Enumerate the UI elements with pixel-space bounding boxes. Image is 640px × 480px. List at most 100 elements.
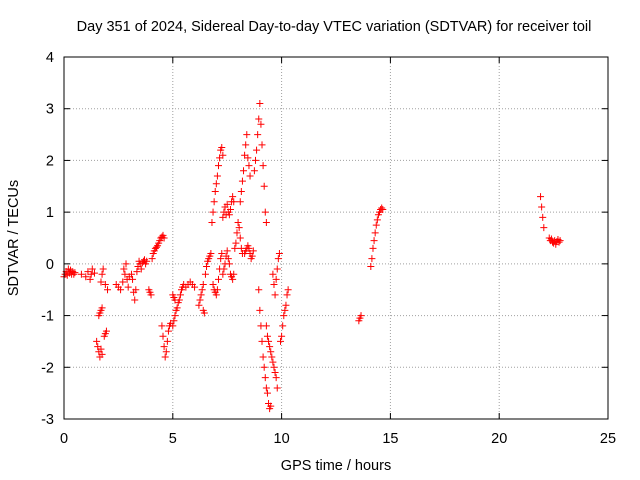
data-point (378, 204, 386, 212)
data-point (368, 255, 376, 263)
data-point (257, 120, 265, 128)
data-point (272, 275, 280, 283)
y-tick-label: 4 (46, 50, 54, 66)
data-point (129, 275, 137, 283)
data-point (88, 265, 96, 273)
data-point (370, 237, 378, 245)
data-point (265, 337, 273, 345)
data-point (169, 322, 177, 330)
data-point (196, 296, 204, 304)
data-point (219, 151, 227, 159)
data-point (556, 237, 564, 245)
data-point (270, 281, 278, 289)
data-point (253, 146, 261, 154)
x-tick-label: 10 (274, 431, 290, 447)
data-point (268, 353, 276, 361)
data-point (212, 291, 220, 299)
data-point (104, 286, 112, 294)
data-point (122, 260, 130, 268)
data-point (258, 337, 266, 345)
data-point (218, 144, 226, 151)
data-point (254, 131, 262, 139)
data-point (147, 291, 155, 299)
data-point (171, 296, 179, 304)
data-point (133, 268, 141, 276)
data-point (271, 291, 279, 299)
data-point (143, 257, 151, 265)
data-point (267, 348, 275, 356)
data-point (200, 309, 208, 317)
data-point (82, 273, 90, 281)
y-axis-ticks: -3 -2 -1 0 1 2 3 4 (41, 50, 608, 428)
data-point (170, 317, 178, 325)
data-point (209, 281, 217, 289)
data-point (176, 291, 184, 299)
data-point (211, 187, 219, 195)
data-point (229, 275, 237, 283)
data-point (230, 198, 238, 206)
data-point (256, 100, 264, 108)
data-point (230, 270, 238, 278)
data-point (237, 187, 245, 195)
data-point (246, 172, 254, 180)
data-point (262, 384, 270, 392)
data-point (223, 247, 231, 255)
data-point (537, 193, 545, 201)
data-point (223, 200, 231, 208)
data-point (248, 252, 256, 260)
data-point (244, 154, 252, 162)
y-tick-label: 1 (46, 205, 54, 221)
data-point (218, 250, 226, 258)
data-point (119, 278, 127, 286)
y-tick-label: -2 (41, 360, 54, 376)
data-point (191, 283, 199, 291)
data-point (367, 262, 375, 270)
data-point (271, 368, 279, 376)
data-point (260, 182, 268, 190)
data-point (273, 384, 281, 392)
data-point (242, 141, 250, 149)
data-point (245, 244, 253, 252)
data-point (225, 260, 233, 268)
data-point (249, 247, 257, 255)
data-point (207, 250, 215, 258)
plot-frame (63, 56, 609, 420)
data-point (121, 270, 129, 278)
data-point (547, 235, 555, 243)
data-point (267, 402, 275, 410)
data-point (224, 255, 232, 263)
x-axis-label: GPS time / hours (281, 458, 391, 474)
data-point (101, 281, 109, 289)
data-point (213, 286, 221, 294)
data-point (160, 343, 168, 351)
data-point (256, 306, 264, 314)
y-tick-label: 3 (46, 102, 54, 118)
data-point (97, 278, 105, 286)
data-point (284, 286, 292, 294)
data-point (255, 115, 263, 123)
y-tick-label: -1 (41, 309, 54, 325)
data-point (161, 353, 169, 361)
data-point (258, 141, 266, 149)
data-point (281, 306, 289, 314)
data-point (209, 208, 217, 216)
data-point (236, 198, 244, 206)
data-point (263, 389, 271, 397)
data-point (197, 291, 205, 299)
data-point (379, 206, 387, 214)
x-tick-label: 0 (60, 431, 68, 447)
data-point (120, 265, 128, 273)
x-tick-label: 25 (600, 431, 616, 447)
data-points (60, 100, 564, 413)
data-point (555, 238, 563, 246)
data-point (538, 203, 546, 211)
data-point (98, 270, 106, 278)
data-point (259, 162, 267, 170)
data-point (152, 243, 160, 251)
data-point (272, 374, 280, 382)
data-point (102, 327, 110, 335)
data-point (99, 265, 107, 273)
data-point (260, 363, 268, 371)
data-point (132, 286, 140, 294)
